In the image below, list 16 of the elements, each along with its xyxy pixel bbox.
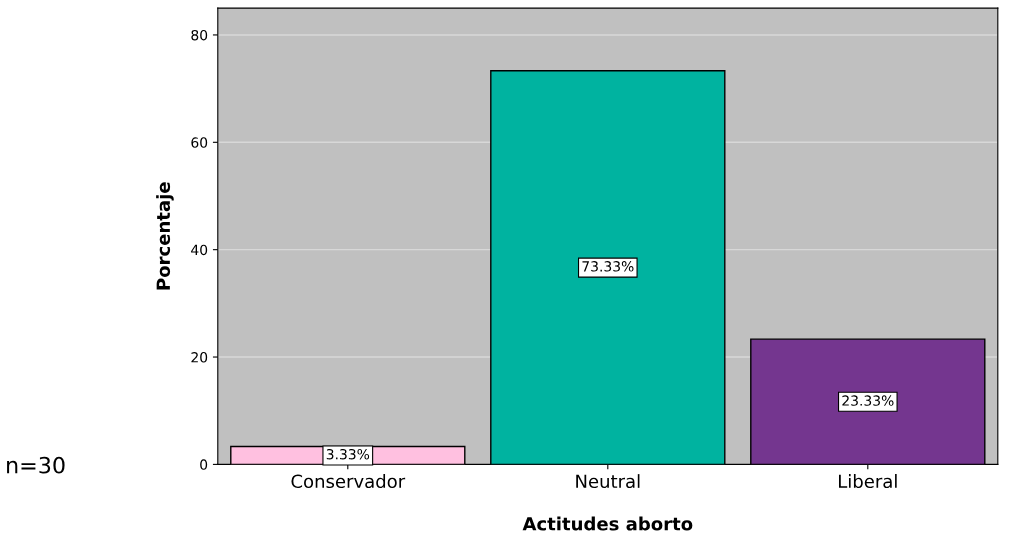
y-axis-title: Porcentaje <box>156 182 174 290</box>
bar <box>490 70 726 465</box>
y-tick-label: 40 <box>191 244 208 256</box>
y-tick-label: 20 <box>191 352 208 363</box>
bar <box>750 338 986 465</box>
y-tick-label: 80 <box>191 29 208 41</box>
data-label: 23.33% <box>842 395 894 406</box>
y-tick-label: 60 <box>191 137 208 148</box>
data-label: 3.33% <box>326 448 370 460</box>
x-axis-title: Actitudes aborto <box>522 516 693 531</box>
text: n=30 <box>7 456 65 474</box>
x-tick-label: Neutral <box>576 474 640 489</box>
x-tick-label: Conservador <box>291 474 406 489</box>
data-label: 73.33% <box>582 261 634 272</box>
y-tick-label: 0 <box>200 459 208 470</box>
x-tick-label: Liberal <box>839 474 897 489</box>
